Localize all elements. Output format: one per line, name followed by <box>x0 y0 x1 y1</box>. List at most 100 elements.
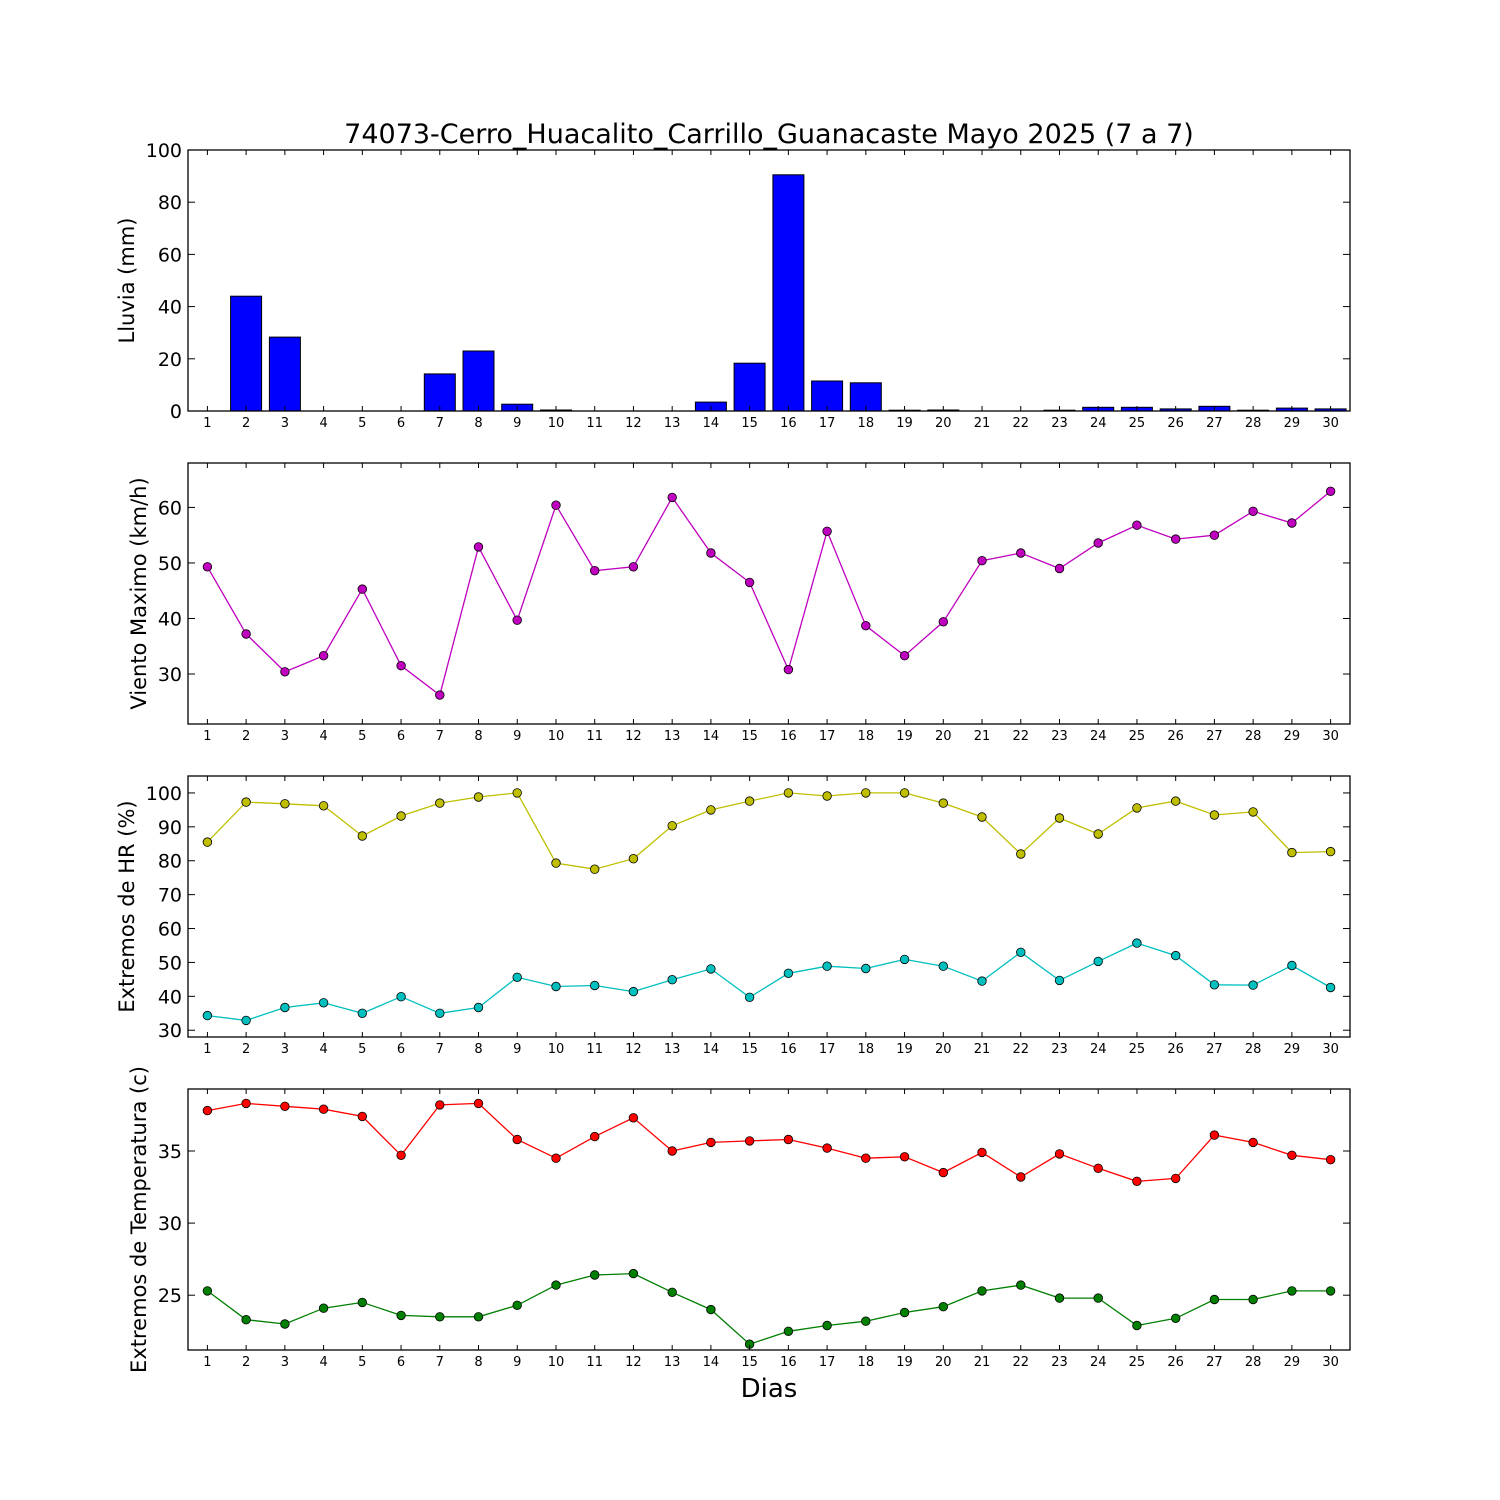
wind-data-point <box>1325 486 1336 497</box>
rain-bar <box>462 350 495 412</box>
wind-data-point <box>551 500 561 510</box>
rain-y-tick-label: 20 <box>158 349 182 371</box>
wind-data-point <box>512 615 522 625</box>
rain-x-tick-label: 26 <box>1167 416 1184 431</box>
temperature-x-tick-label: 6 <box>397 1355 405 1370</box>
humidity-data-point <box>1325 982 1336 993</box>
humidity-data-point <box>1209 810 1220 820</box>
humidity-data-point <box>473 1002 484 1013</box>
wind-x-tick-label: 26 <box>1167 729 1184 744</box>
humidity-x-tick-label: 4 <box>319 1042 327 1057</box>
humidity-x-tick-label: 16 <box>780 1042 797 1057</box>
temperature-x-tick-label: 7 <box>436 1355 444 1370</box>
humidity-x-tick-label: 23 <box>1051 1042 1068 1057</box>
rain-x-tick-label: 16 <box>780 416 797 431</box>
humidity-data-point <box>318 998 329 1008</box>
temperature-data-point <box>1325 1286 1336 1296</box>
temperature-x-tick-label: 26 <box>1167 1355 1184 1370</box>
temperature-x-tick-label: 15 <box>741 1355 758 1370</box>
wind-data-point <box>1170 534 1181 544</box>
humidity-data-point <box>202 837 213 847</box>
temperature-data-point <box>551 1280 561 1290</box>
wind-data-point <box>1248 506 1258 517</box>
rain-x-tick-label: 6 <box>397 416 405 431</box>
humidity-x-tick-label: 14 <box>703 1042 720 1057</box>
humidity-x-tick-label: 8 <box>474 1042 482 1057</box>
rain-bar <box>423 373 456 412</box>
humidity-x-tick-label: 29 <box>1284 1042 1301 1057</box>
x-axis-label: Dias <box>741 1374 798 1404</box>
humidity-data-point <box>590 864 600 874</box>
wind-x-tick-label: 14 <box>703 729 720 744</box>
rain-x-tick-label: 20 <box>935 416 952 431</box>
rain-bar <box>230 295 263 412</box>
rain-x-tick-label: 25 <box>1129 416 1146 431</box>
humidity-data-point <box>1325 846 1336 857</box>
wind-y-axis-label: Viento Maximo (km/h) <box>127 477 151 709</box>
temperature-data-point <box>473 1312 484 1322</box>
humidity-y-tick-label: 50 <box>158 952 182 974</box>
humidity-x-tick-label: 24 <box>1090 1042 1107 1057</box>
humidity-data-point <box>1132 938 1142 948</box>
temperature-data-point <box>822 1143 832 1153</box>
temperature-x-tick-label: 3 <box>281 1355 289 1370</box>
humidity-data-point <box>1170 950 1181 961</box>
temperature-data-point <box>1016 1172 1026 1182</box>
rain-x-tick-label: 29 <box>1284 416 1301 431</box>
wind-data-point <box>1287 518 1297 528</box>
wind-x-tick-label: 4 <box>319 729 327 744</box>
temperature-x-tick-label: 24 <box>1090 1355 1107 1370</box>
temperature-data-point <box>1093 1163 1103 1174</box>
wind-data-point <box>357 584 368 594</box>
temperature-x-tick-label: 13 <box>664 1355 681 1370</box>
temperature-x-tick-label: 20 <box>935 1355 952 1370</box>
wind-data-point <box>590 566 600 576</box>
chart-title: 74073-Cerro_Huacalito_Carrillo_Guanacast… <box>344 119 1194 150</box>
temperature-data-point <box>241 1314 251 1325</box>
temperature-x-tick-label: 30 <box>1322 1355 1339 1370</box>
humidity-data-point <box>706 805 716 815</box>
humidity-data-point <box>1170 796 1181 806</box>
temperature-data-point <box>1093 1293 1103 1303</box>
rain-y-tick-label: 100 <box>146 140 182 162</box>
humidity-data-point <box>435 1008 445 1019</box>
temperature-x-tick-label: 4 <box>319 1355 327 1370</box>
rain-x-tick-label: 23 <box>1051 416 1068 431</box>
humidity-x-tick-label: 28 <box>1245 1042 1262 1057</box>
temperature-x-tick-label: 18 <box>858 1355 875 1370</box>
humidity-x-tick-label: 11 <box>586 1042 603 1057</box>
rain-y-tick-label: 40 <box>158 297 182 319</box>
humidity-data-point <box>202 1010 213 1021</box>
temperature-data-point <box>1209 1130 1220 1140</box>
rain-x-tick-label: 9 <box>513 416 521 431</box>
wind-y-tick-label: 30 <box>158 664 182 686</box>
humidity-x-tick-label: 13 <box>664 1042 681 1057</box>
temperature-data-point <box>706 1304 716 1315</box>
humidity-data-point <box>396 811 406 821</box>
wind-x-tick-label: 24 <box>1090 729 1107 744</box>
wind-x-tick-label: 23 <box>1051 729 1068 744</box>
humidity-data-point <box>435 798 445 808</box>
wind-data-point <box>1054 563 1065 574</box>
rain-y-tick-label: 60 <box>158 244 182 266</box>
humidity-y-tick-label: 30 <box>158 1020 182 1042</box>
humidity-data-point <box>241 1015 251 1026</box>
temperature-data-point <box>628 1268 639 1279</box>
rain-y-tick-label: 0 <box>170 401 182 423</box>
humidity-data-point <box>1093 956 1103 967</box>
temperature-data-point <box>590 1131 600 1142</box>
humidity-x-tick-label: 3 <box>281 1042 289 1057</box>
temperature-data-point <box>899 1152 910 1162</box>
temperature-data-point <box>357 1111 368 1122</box>
rain-x-tick-label: 21 <box>974 416 991 431</box>
humidity-data-point <box>628 854 639 864</box>
wind-x-tick-label: 6 <box>397 729 405 744</box>
rain-x-tick-label: 27 <box>1206 416 1223 431</box>
humidity-data-point <box>744 992 755 1003</box>
humidity-x-tick-label: 26 <box>1167 1042 1184 1057</box>
temperature-x-tick-label: 27 <box>1206 1355 1223 1370</box>
humidity-x-tick-label: 19 <box>896 1042 913 1057</box>
humidity-y-tick-label: 40 <box>158 986 182 1008</box>
